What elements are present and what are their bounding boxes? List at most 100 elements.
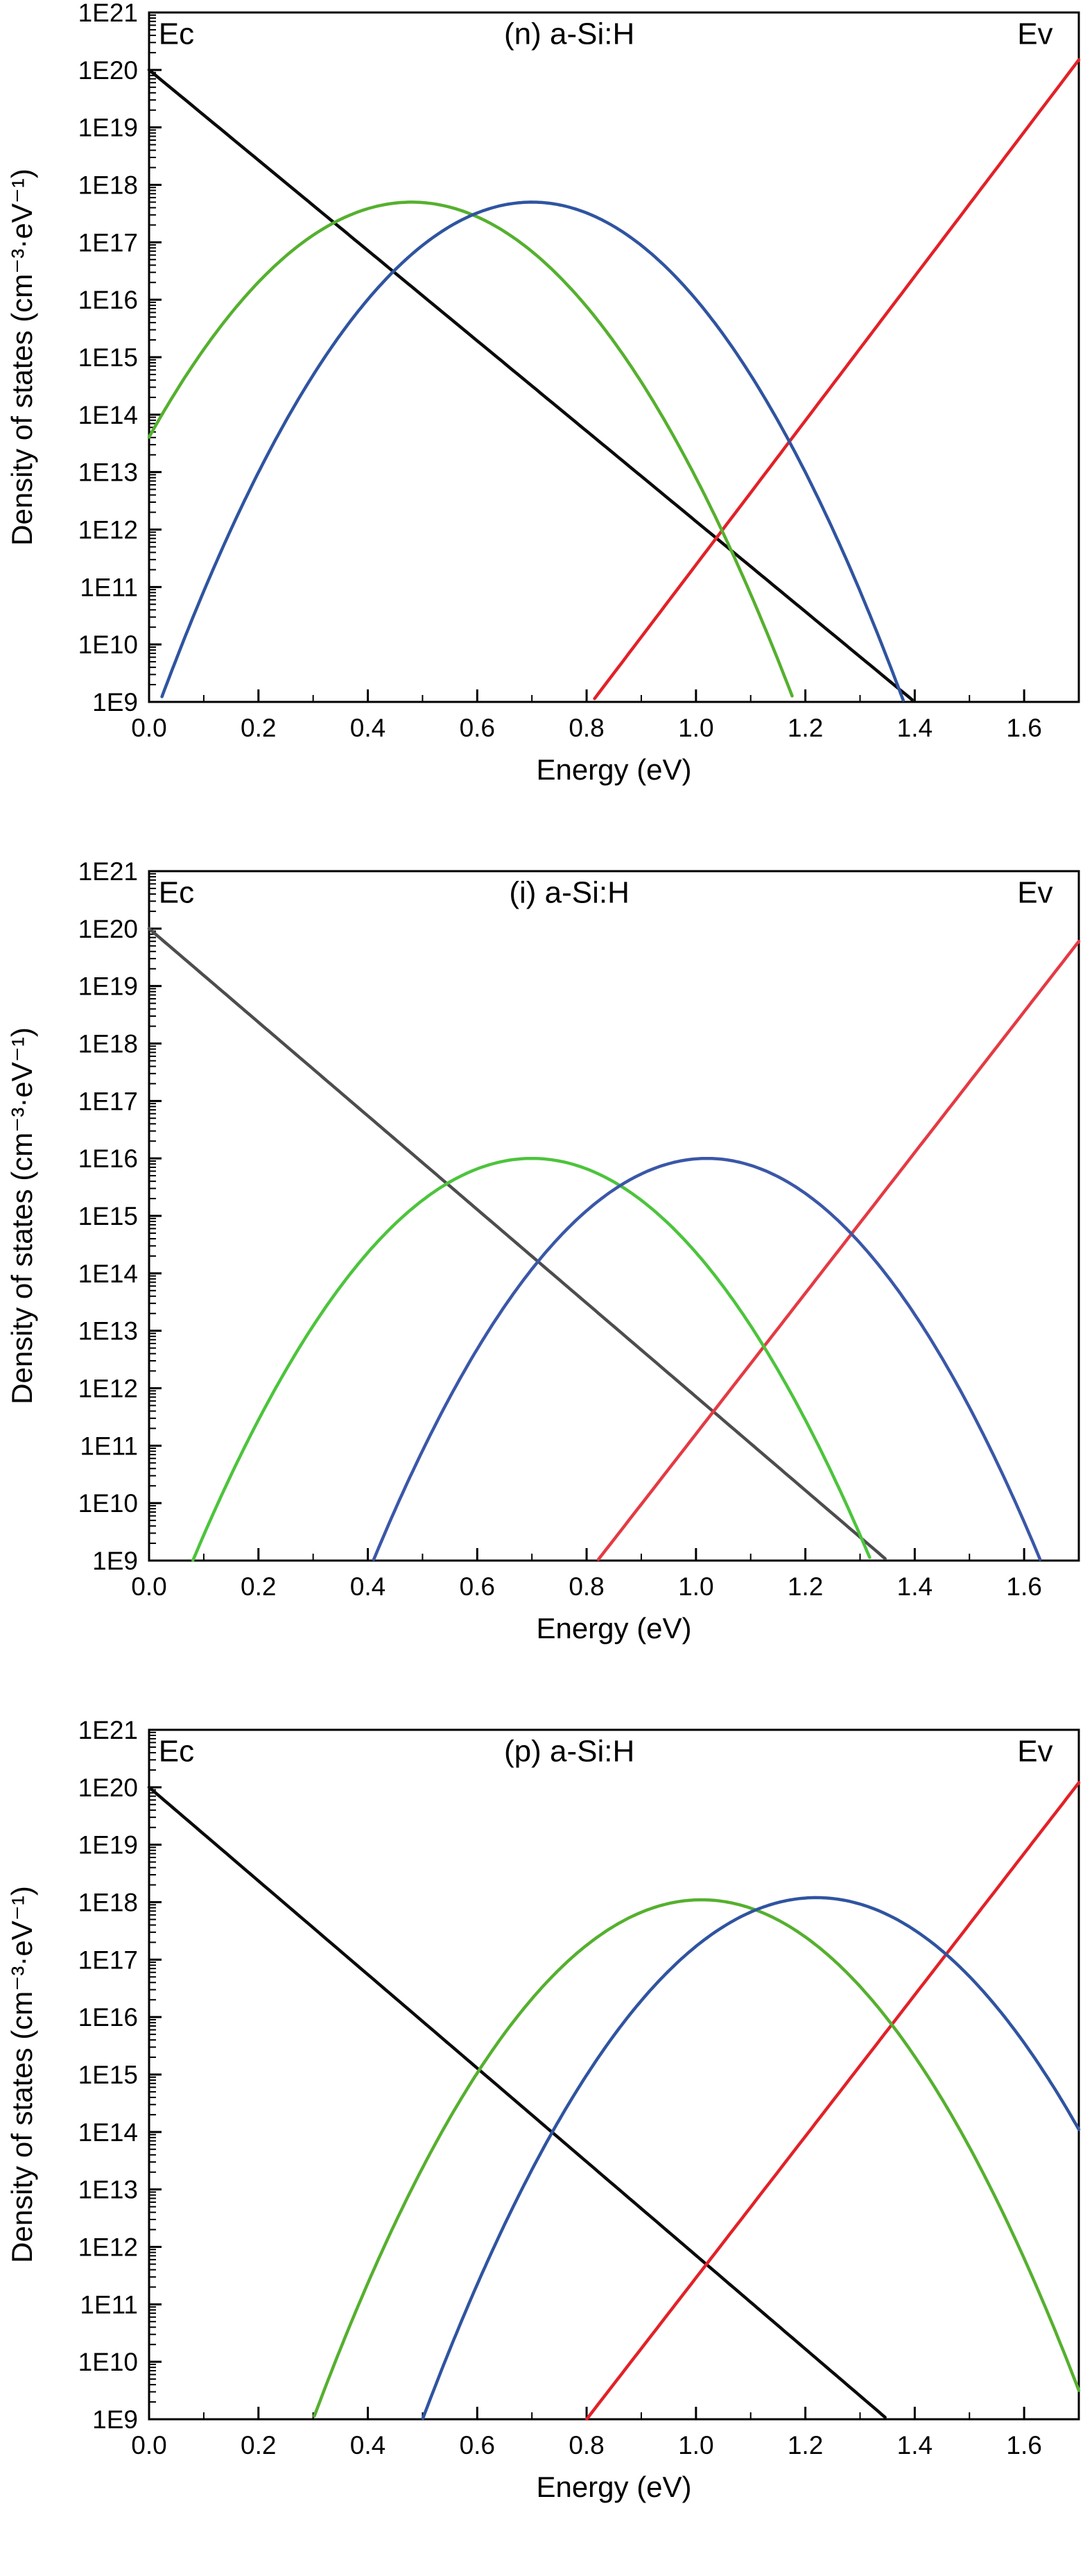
valence-band-tail: [585, 1781, 1081, 2421]
y-tick-label: 1E18: [78, 171, 138, 200]
x-axis-title: Energy (eV): [536, 1612, 691, 1645]
y-tick-label: 1E19: [78, 1831, 138, 1860]
y-tick-label: 1E21: [78, 859, 138, 886]
y-tick-label: 1E15: [78, 1202, 138, 1230]
y-tick-label: 1E18: [78, 1030, 138, 1058]
x-tick-label: 1.2: [788, 714, 823, 742]
y-tick-label: 1E16: [78, 286, 138, 314]
y-tick-label: 1E17: [78, 1946, 138, 1974]
x-tick-label: 1.4: [897, 714, 933, 742]
y-tick-label: 1E10: [78, 630, 138, 659]
x-tick-label: 0.6: [460, 714, 495, 742]
x-tick-label: 0.4: [350, 2431, 385, 2459]
x-tick-label: 0.2: [241, 1572, 276, 1601]
x-tick-label: 1.2: [788, 2431, 823, 2459]
x-tick-label: 0.8: [569, 714, 604, 742]
x-tick-label: 0.2: [241, 714, 276, 742]
x-tick-label: 1.0: [678, 2431, 713, 2459]
gaussian-states-green: [191, 1156, 872, 1562]
plot-frame: [148, 1728, 1080, 2421]
x-tick-label: 0.0: [131, 1572, 166, 1601]
gaussian-states-green: [313, 1898, 1081, 2418]
y-tick-label: 1E17: [78, 228, 138, 257]
y-tick-label: 1E16: [78, 1144, 138, 1173]
y-tick-label: 1E16: [78, 2003, 138, 2032]
chart-panel-p: 1E9 1E10 1E11 1E12 1E13 1E14 1E15 1E16 1E17 1E18 1…: [0, 1717, 1092, 2576]
panel-title: (n) a-Si:H: [504, 17, 634, 51]
y-tick-label: 1E13: [78, 1317, 138, 1346]
y-tick-label: 1E14: [78, 401, 138, 429]
valence-band-edge-label: Ev: [1017, 876, 1052, 910]
x-tick-label: 1.0: [678, 1572, 713, 1601]
panel-title: (p) a-Si:H: [504, 1735, 634, 1769]
y-tick-label: 1E19: [78, 114, 138, 142]
conduction-band-edge-label: Ec: [159, 17, 194, 51]
plot-frame: [148, 870, 1080, 1562]
y-axis-title: Density of states (cm⁻³·eV⁻¹): [6, 1027, 38, 1405]
x-tick-label: 0.2: [241, 2431, 276, 2459]
y-axis-title: Density of states (cm⁻³·eV⁻¹): [6, 1886, 38, 2263]
x-tick-label: 0.4: [350, 714, 385, 742]
x-tick-label: 1.6: [1006, 714, 1041, 742]
y-tick-label: 1E12: [78, 516, 138, 544]
y-tick-label: 1E10: [78, 2348, 138, 2376]
x-tick-label: 1.4: [897, 1572, 933, 1601]
y-tick-label: 1E17: [78, 1087, 138, 1115]
y-tick-label: 1E12: [78, 2233, 138, 2262]
x-tick-label: 0.8: [569, 2431, 604, 2459]
x-tick-label: 0.6: [460, 1572, 495, 1601]
x-tick-label: 1.4: [897, 2431, 933, 2459]
y-tick-label: 1E13: [78, 2176, 138, 2204]
valence-band-edge-label: Ev: [1017, 1735, 1052, 1769]
gaussian-states-blue: [421, 1896, 1081, 2421]
valence-band-edge-label: Ev: [1017, 17, 1052, 51]
y-tick-label: 1E21: [78, 1717, 138, 1744]
gaussian-states-blue: [372, 1156, 1042, 1561]
y-tick-label: 1E10: [78, 1489, 138, 1518]
y-tick-label: 1E9: [92, 1547, 138, 1575]
y-tick-label: 1E12: [78, 1375, 138, 1403]
y-tick-label: 1E18: [78, 1889, 138, 1917]
dos-chart-p-layer: 1E9 1E10 1E11 1E12 1E13 1E14 1E15 1E16 1E17 1E18 1…: [6, 1717, 1081, 2503]
y-tick-label: 1E21: [78, 0, 138, 27]
x-axis-title: Energy (eV): [536, 753, 691, 786]
y-tick-label: 1E14: [78, 2118, 138, 2147]
x-tick-label: 1.0: [678, 714, 713, 742]
y-tick-label: 1E14: [78, 1260, 138, 1288]
x-tick-label: 1.6: [1006, 1572, 1041, 1601]
y-tick-label: 1E9: [92, 2405, 138, 2434]
gaussian-states-blue: [160, 200, 905, 702]
valence-band-tail: [593, 58, 1081, 701]
x-tick-label: 1.2: [788, 1572, 823, 1601]
valence-band-tail: [596, 939, 1081, 1561]
conduction-band-tail: [147, 927, 887, 1561]
x-axis-title: Energy (eV): [536, 2471, 691, 2503]
y-tick-label: 1E15: [78, 2061, 138, 2089]
y-tick-label: 1E11: [80, 573, 138, 601]
conduction-band-edge-label: Ec: [159, 1735, 194, 1769]
chart-panel-n: 1E9 1E10 1E11 1E12 1E13 1E14 1E15 1E16 1E17 1E18 1…: [0, 0, 1092, 859]
y-tick-label: 1E20: [78, 56, 138, 85]
plot-frame: [148, 11, 1080, 703]
y-tick-label: 1E9: [92, 688, 138, 716]
y-tick-label: 1E19: [78, 972, 138, 1001]
y-tick-label: 1E11: [80, 2290, 138, 2319]
x-tick-label: 0.6: [460, 2431, 495, 2459]
x-tick-label: 0.0: [131, 714, 166, 742]
y-tick-label: 1E20: [78, 1774, 138, 1802]
conduction-band-tail: [147, 68, 914, 702]
x-tick-label: 0.8: [569, 1572, 604, 1601]
y-axis-title: Density of states (cm⁻³·eV⁻¹): [6, 169, 38, 546]
y-tick-label: 1E20: [78, 915, 138, 943]
panel-title: (i) a-Si:H: [509, 876, 630, 910]
dos-chart-n-layer: 1E9 1E10 1E11 1E12 1E13 1E14 1E15 1E16 1E17 1E18 1…: [6, 0, 1081, 786]
x-tick-label: 0.0: [131, 2431, 166, 2459]
dos-chart-i-layer: 1E9 1E10 1E11 1E12 1E13 1E14 1E15 1E16 1E17 1E18 1…: [6, 859, 1081, 1645]
y-tick-label: 1E11: [80, 1432, 138, 1460]
conduction-band-edge-label: Ec: [159, 876, 194, 910]
y-tick-label: 1E15: [78, 343, 138, 372]
x-tick-label: 1.6: [1006, 2431, 1041, 2459]
conduction-band-tail: [147, 1785, 887, 2419]
y-tick-label: 1E13: [78, 458, 138, 487]
